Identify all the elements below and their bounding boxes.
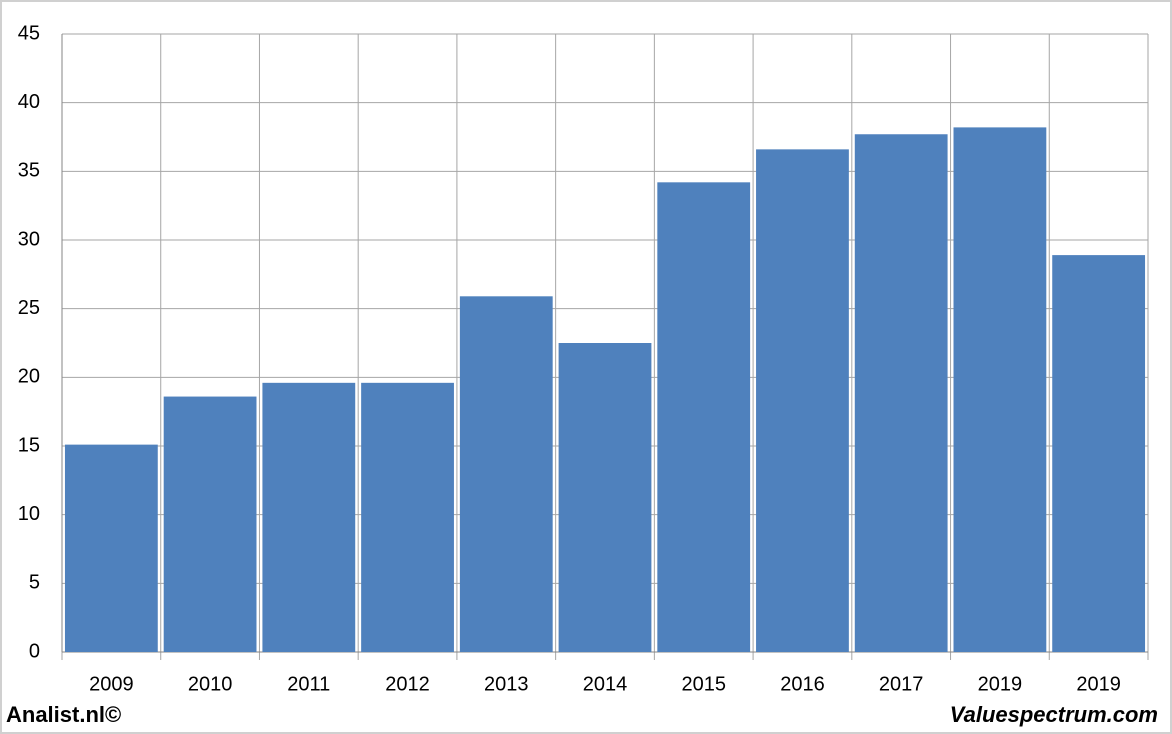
y-tick-label: 40 bbox=[18, 91, 40, 113]
x-tick-label: 2014 bbox=[583, 673, 628, 695]
bar bbox=[854, 134, 948, 653]
y-tick-label: 35 bbox=[18, 160, 40, 182]
bar bbox=[756, 149, 849, 653]
x-tick-label: 2012 bbox=[385, 673, 430, 695]
x-tick-label: 2019 bbox=[978, 673, 1023, 695]
bar bbox=[361, 382, 454, 652]
bar bbox=[163, 396, 257, 652]
y-tick-label: 30 bbox=[18, 228, 40, 250]
bar bbox=[657, 182, 751, 652]
bar bbox=[459, 296, 553, 652]
y-tick-label: 45 bbox=[18, 22, 40, 44]
credit-right: Valuespectrum.com bbox=[950, 702, 1158, 727]
x-tick-label: 2011 bbox=[287, 673, 330, 695]
credit-left: Analist.nl© bbox=[6, 702, 121, 727]
x-tick-label: 2019 bbox=[1076, 673, 1121, 695]
x-tick-label: 2016 bbox=[780, 673, 825, 695]
x-tick-label: 2017 bbox=[879, 673, 924, 695]
x-tick-label: 2009 bbox=[89, 673, 134, 695]
y-tick-label: 20 bbox=[18, 366, 40, 388]
y-tick-label: 0 bbox=[29, 640, 40, 662]
bar bbox=[262, 382, 356, 652]
x-tick-label: 2013 bbox=[484, 673, 529, 695]
x-tick-label: 2010 bbox=[188, 673, 233, 695]
bar bbox=[558, 343, 652, 652]
y-tick-label: 25 bbox=[18, 297, 40, 319]
bar bbox=[953, 127, 1047, 653]
x-tick-label: 2015 bbox=[681, 673, 726, 695]
y-tick-label: 15 bbox=[18, 434, 40, 456]
y-tick-label: 10 bbox=[18, 503, 40, 525]
bar bbox=[1052, 255, 1146, 652]
y-tick-label: 5 bbox=[29, 572, 40, 594]
bar bbox=[64, 444, 158, 652]
